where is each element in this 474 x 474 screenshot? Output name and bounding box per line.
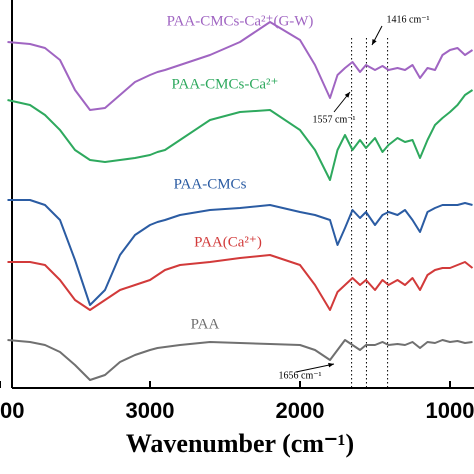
x-tick-label: 1000 [426,398,474,423]
annotation: 1557 cm⁻¹ [313,114,356,125]
spectrum-line [7,339,473,381]
x-tick-label: 2000 [276,398,325,423]
spectrum-line [7,21,474,111]
x-tick-label: 4000 [0,398,24,423]
series-label: PAA-CMCs [174,176,247,192]
arrow-head [372,39,377,45]
x-tick-label: 3000 [126,398,175,423]
arrow-head [344,92,350,98]
spectrum-line [7,89,474,181]
series-label: PAA-CMCs-Ca²⁺ [172,76,279,92]
spectrum-line [7,199,473,306]
annotation: 1416 cm⁻¹ [387,14,430,25]
series-label: PAA [191,316,220,332]
series-label: PAA-CMCs-Ca²⁺(G-W) [167,13,314,29]
series-label: PAA(Ca²⁺) [194,234,262,250]
annotation-arrow [295,363,335,373]
x-axis-title: Wavenumber (cm⁻¹) [126,429,354,458]
spectrum-line [7,254,474,311]
annotation: 1656 cm⁻¹ [279,370,322,381]
arrow-head [328,362,334,368]
